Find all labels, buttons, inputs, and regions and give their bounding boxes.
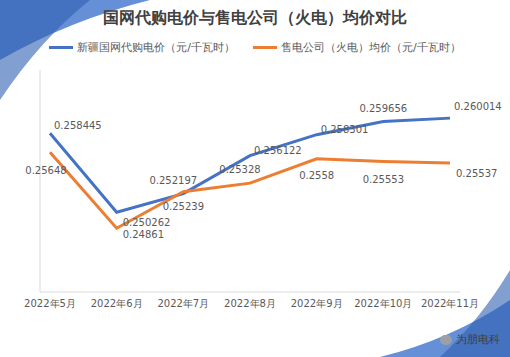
svg-text:2022年6月: 2022年6月 bbox=[91, 298, 143, 309]
svg-text:0.25648: 0.25648 bbox=[25, 165, 66, 176]
svg-text:0.259656: 0.259656 bbox=[359, 103, 407, 114]
svg-text:2022年11月: 2022年11月 bbox=[421, 298, 479, 309]
html-text:新疆国网代购电价（元/千瓦时）: 新疆国网代购电价（元/千瓦时） bbox=[77, 41, 235, 54]
html-text:售电公司（火电）均价（元/千瓦时）: 售电公司（火电）均价（元/千瓦时） bbox=[281, 41, 461, 54]
svg-text:2022年7月: 2022年7月 bbox=[157, 298, 209, 309]
svg-text:2022年9月: 2022年9月 bbox=[291, 298, 343, 309]
svg-text:0.2558: 0.2558 bbox=[299, 170, 334, 181]
svg-text:0.250262: 0.250262 bbox=[123, 217, 171, 228]
svg-text:0.258445: 0.258445 bbox=[54, 120, 102, 131]
svg-text:0.252197: 0.252197 bbox=[149, 175, 197, 186]
html-text:为朋电科: 为朋电科 bbox=[456, 333, 500, 346]
svg-text:0.25553: 0.25553 bbox=[363, 174, 404, 185]
html-text:国网代购电价与售电公司（火电）均价对比: 国网代购电价与售电公司（火电）均价对比 bbox=[103, 8, 407, 27]
svg-text:0.25537: 0.25537 bbox=[456, 168, 497, 179]
svg-text:0.260014: 0.260014 bbox=[454, 101, 502, 112]
svg-text:0.25328: 0.25328 bbox=[219, 164, 260, 175]
svg-text:0.25239: 0.25239 bbox=[163, 201, 204, 212]
svg-text:2022年8月: 2022年8月 bbox=[224, 298, 276, 309]
svg-text:2022年10月: 2022年10月 bbox=[354, 298, 412, 309]
svg-text:0.256122: 0.256122 bbox=[254, 145, 302, 156]
svg-text:0.258301: 0.258301 bbox=[321, 124, 369, 135]
svg-text:0.24861: 0.24861 bbox=[123, 229, 164, 240]
svg-text:2022年5月: 2022年5月 bbox=[24, 298, 76, 309]
